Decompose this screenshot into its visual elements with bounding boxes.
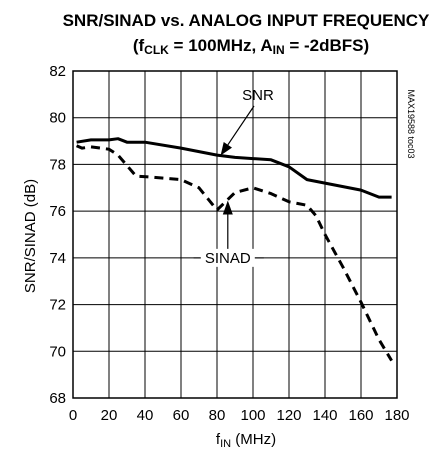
subtitle-in-subscript: IN — [273, 43, 285, 57]
y-tick-labels: 68 70 72 74 76 78 80 82 — [49, 63, 66, 407]
y-tick-label: 78 — [49, 156, 66, 173]
y-tick-label: 82 — [49, 63, 66, 80]
series-line-sinad — [75, 144, 393, 362]
snr-arrow-line — [227, 105, 255, 146]
plot-frame — [72, 70, 398, 399]
chart-subtitle: (fCLK = 100MHz, AIN = -2dBFS) — [133, 36, 369, 57]
y-tick-label: 72 — [49, 297, 66, 314]
y-tick-label: 80 — [49, 110, 66, 127]
x-axis-label-main: f — [216, 431, 221, 448]
y-tick-label: 68 — [49, 390, 66, 407]
x-tick-labels: 0 20 40 60 80 100 120 140 160 180 — [69, 407, 410, 424]
y-tick-label: 74 — [49, 250, 66, 267]
x-tick-label: 40 — [137, 407, 154, 424]
annotations: SNR SINAD — [193, 87, 274, 267]
series-line-snr — [76, 137, 392, 199]
x-axis-label: fIN (MHz) — [216, 431, 276, 450]
sinad-arrow-head — [222, 200, 233, 215]
grid-lines — [73, 71, 397, 398]
sinad-annotation-label: SINAD — [205, 250, 251, 267]
x-tick-label: 0 — [69, 407, 77, 424]
x-tick-label: 120 — [276, 407, 301, 424]
series-lines — [75, 137, 393, 362]
subtitle-close: = -2dBFS) — [285, 36, 370, 55]
x-tick-label: 160 — [348, 407, 373, 424]
subtitle-mid: = 100MHz, A — [169, 36, 273, 55]
x-tick-label: 180 — [384, 407, 409, 424]
subtitle-clk-subscript: CLK — [144, 43, 169, 57]
x-tick-label: 140 — [312, 407, 337, 424]
side-code: MAX19588 toc03 — [406, 89, 416, 158]
y-tick-label: 70 — [49, 343, 66, 360]
y-axis-label: SNR/SINAD (dB) — [22, 179, 39, 293]
snr-annotation-label: SNR — [242, 87, 274, 104]
x-tick-label: 100 — [240, 407, 265, 424]
x-axis-label-unit: (MHz) — [231, 431, 276, 448]
x-axis-label-subscript: IN — [220, 438, 231, 450]
snr-arrow-head — [220, 141, 233, 156]
sinad-label-bg — [200, 248, 255, 267]
x-tick-label: 80 — [209, 407, 226, 424]
x-tick-label: 60 — [173, 407, 190, 424]
y-tick-label: 76 — [49, 203, 66, 220]
x-tick-label: 20 — [101, 407, 118, 424]
subtitle-open: (f — [133, 36, 145, 55]
chart-title: SNR/SINAD vs. ANALOG INPUT FREQUENCY — [63, 11, 430, 30]
